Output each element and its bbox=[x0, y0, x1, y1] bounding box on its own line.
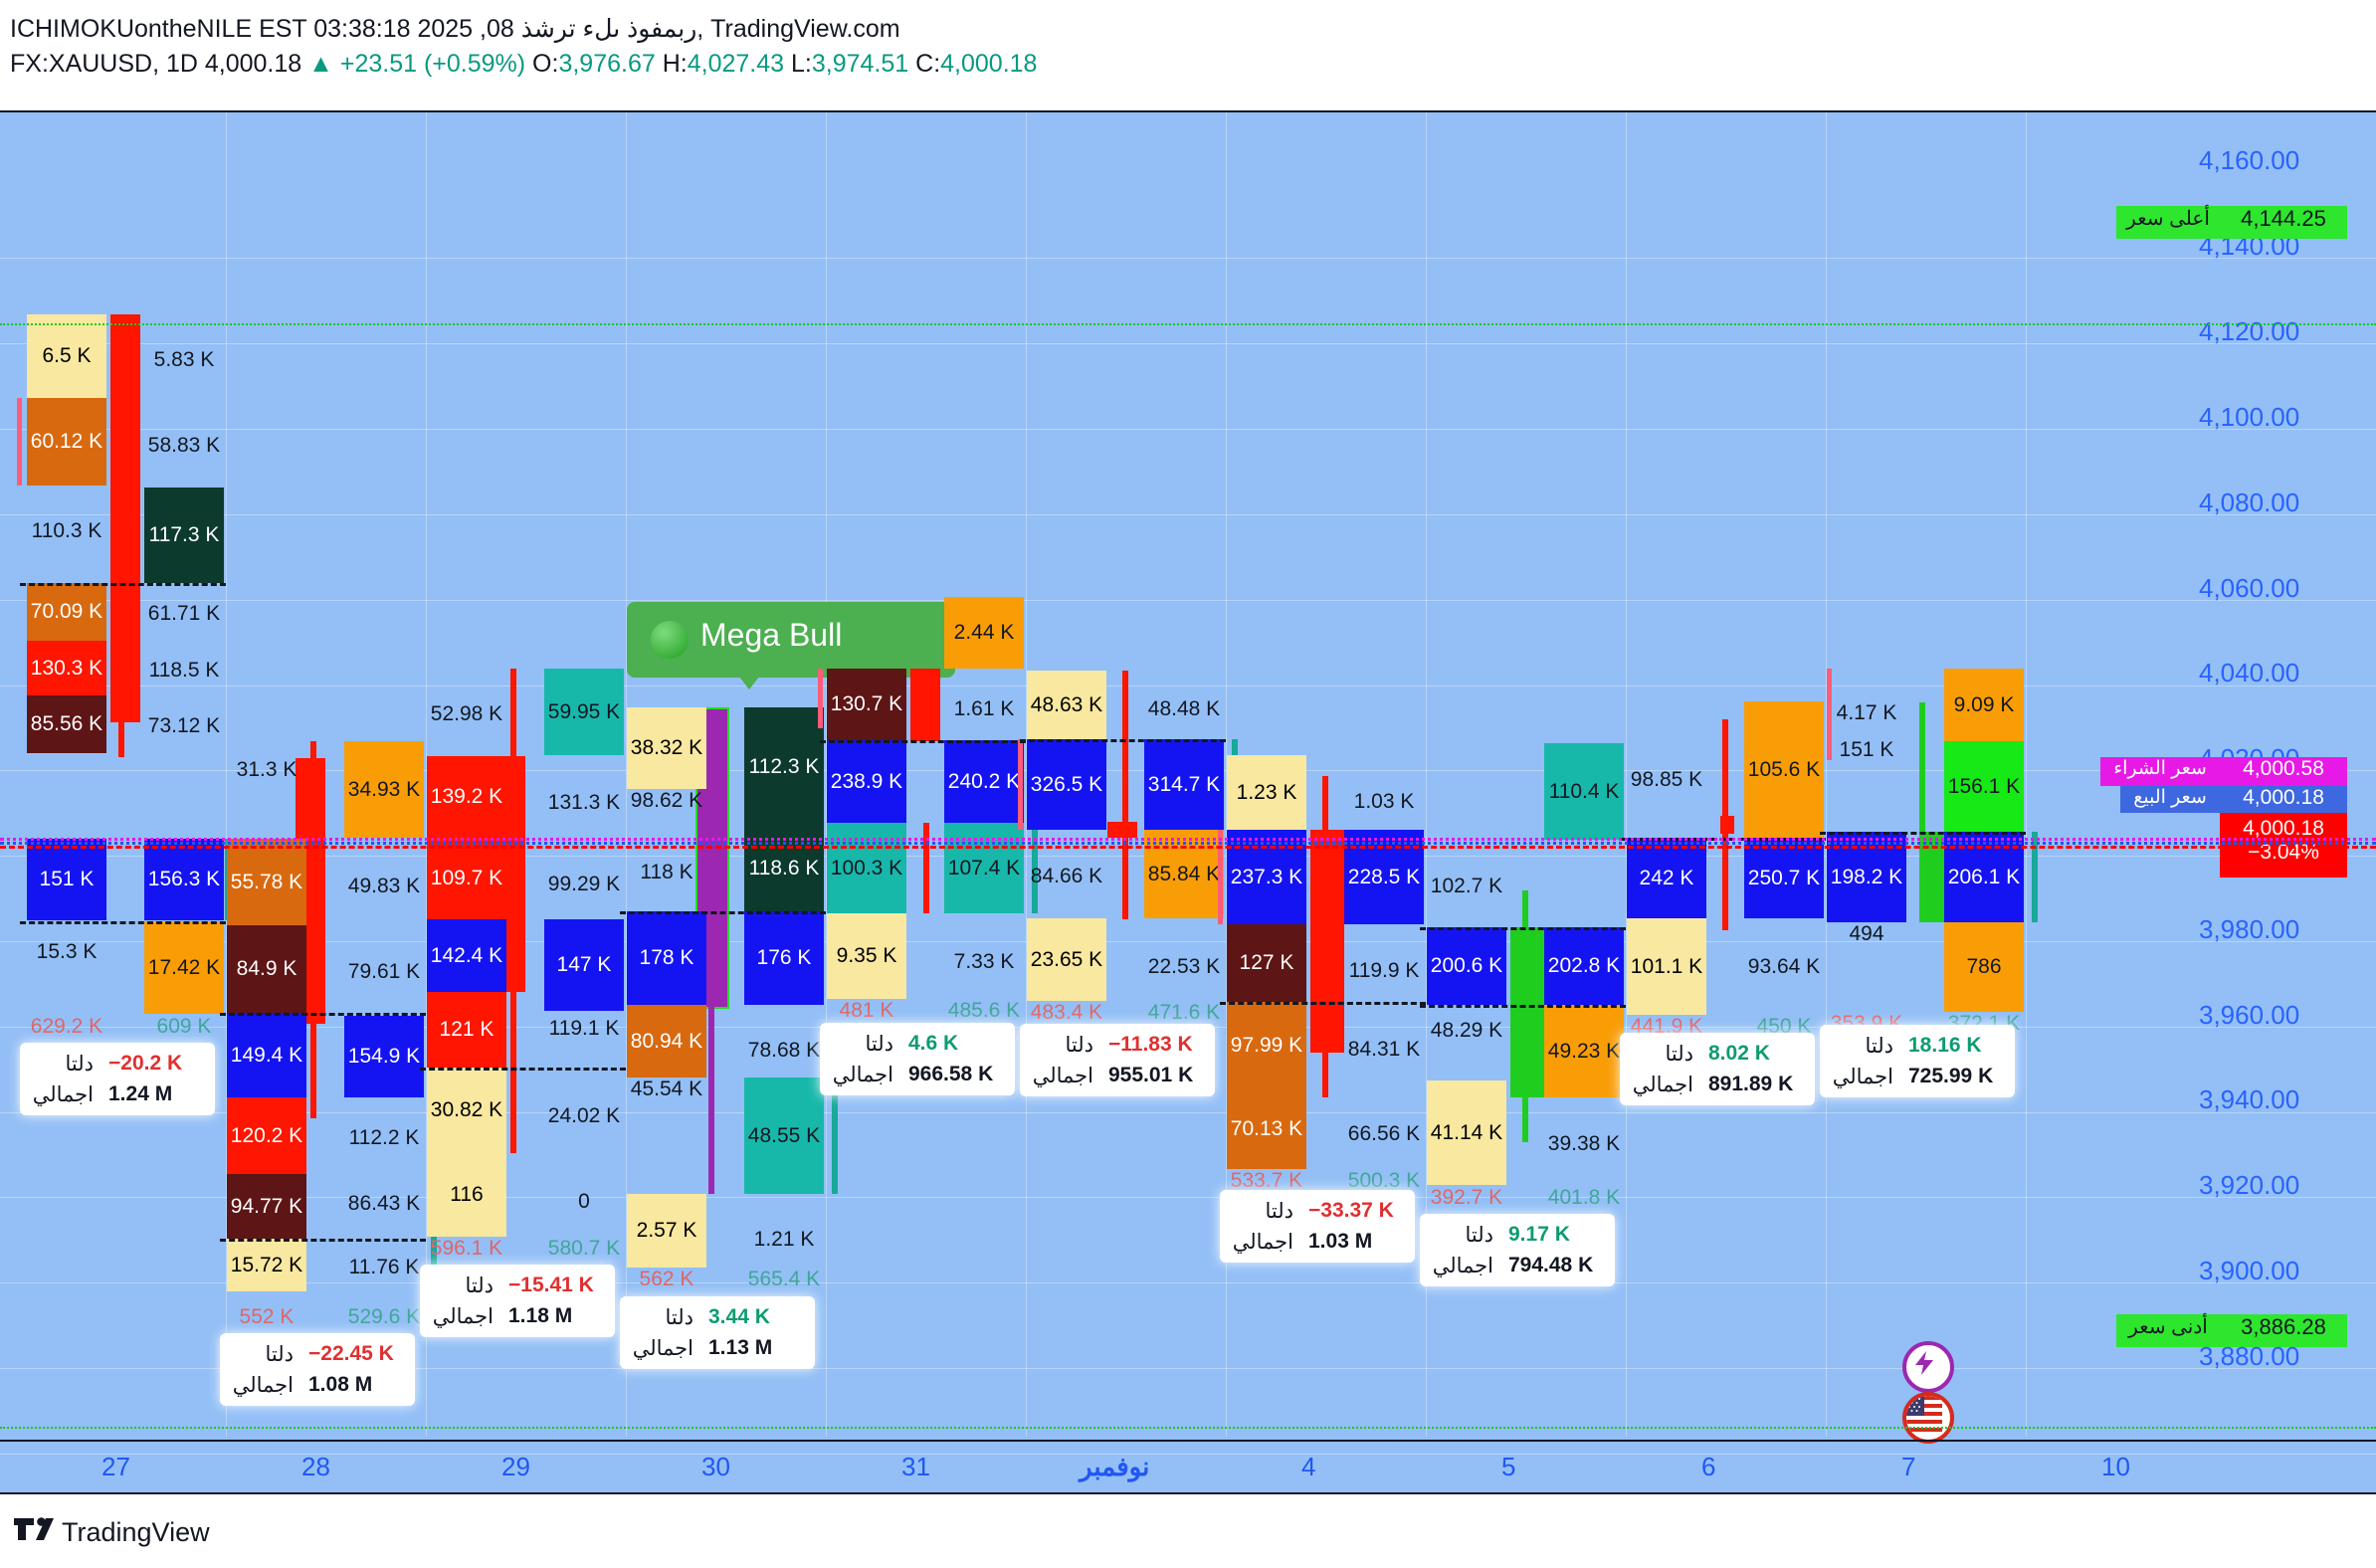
svg-text:TradingView: TradingView bbox=[62, 1517, 210, 1547]
